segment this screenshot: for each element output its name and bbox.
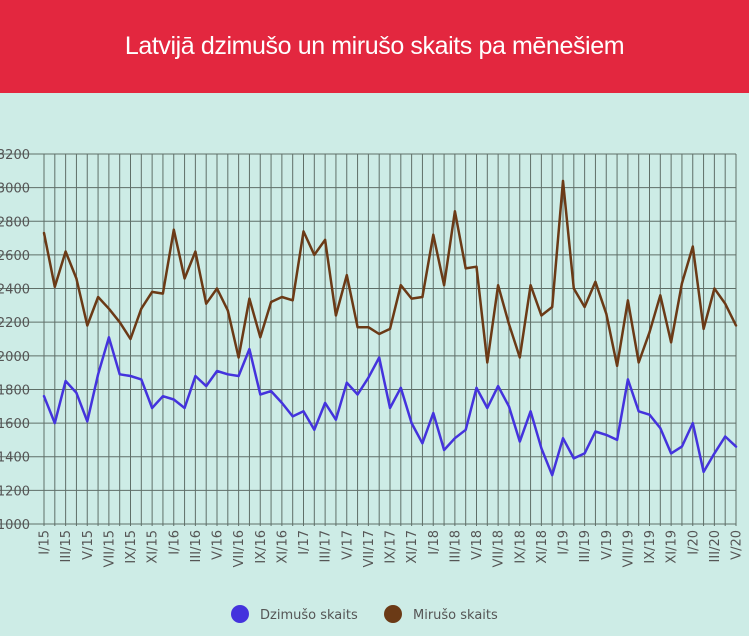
- x-tick-label: IX/15: [124, 530, 139, 564]
- x-tick-label: I/19: [557, 530, 572, 555]
- legend-label: Mirušo skaits: [413, 608, 498, 623]
- x-tick-label: III/20: [708, 530, 723, 562]
- x-tick-label: VII/16: [232, 530, 247, 567]
- chart-title: Latvijā dzimušo un mirušo skaits pa mēne…: [124, 32, 625, 60]
- y-tick-label: 2000: [0, 350, 30, 365]
- x-tick-label: I/16: [167, 530, 182, 555]
- x-tick-label: III/17: [319, 530, 334, 562]
- x-tick-label: V/16: [211, 530, 226, 560]
- x-tick-label: V/15: [81, 530, 96, 560]
- y-tick-label: 2400: [0, 283, 30, 298]
- legend-marker: [384, 605, 402, 623]
- y-tick-label: 1000: [0, 518, 30, 533]
- x-tick-label: I/15: [38, 530, 53, 555]
- y-tick-label: 1200: [0, 484, 30, 499]
- x-tick-label: VII/19: [621, 530, 636, 567]
- x-tick-label: V/17: [340, 530, 355, 560]
- x-tick-label: I/20: [686, 530, 701, 555]
- legend-marker: [231, 605, 249, 623]
- legend: Dzimušo skaits Mirušo skaits: [231, 605, 498, 623]
- series-line-deaths: [42, 179, 738, 368]
- x-tick-label: XI/18: [535, 530, 550, 564]
- x-tick-label: XI/19: [665, 530, 680, 564]
- x-tick-label: XI/16: [275, 530, 290, 564]
- x-tick-label: IX/18: [513, 530, 528, 564]
- y-tick-label: 1400: [0, 451, 30, 466]
- x-tick-label: XI/15: [146, 530, 161, 564]
- x-tick-label: IX/19: [643, 530, 658, 564]
- series-lines: [42, 179, 738, 477]
- header-banner: Latvijā dzimušo un mirušo skaits pa mēne…: [0, 0, 749, 93]
- grid-lines: [0, 153, 737, 526]
- y-tick-label: 2800: [0, 215, 30, 230]
- x-tick-label: VII/17: [362, 530, 377, 567]
- y-tick-label: 3000: [0, 182, 30, 197]
- legend-label: Dzimušo skaits: [260, 608, 358, 623]
- x-axis-ticks: I/15 III/15 V/15 VII/15 IX/15 XI/15 I/16 III/16…: [38, 530, 745, 567]
- x-tick-label: I/17: [297, 530, 312, 555]
- x-tick-label: VII/15: [102, 530, 117, 567]
- y-tick-label: 2200: [0, 316, 30, 331]
- y-tick-label: 1800: [0, 383, 30, 398]
- x-tick-label: V/20: [730, 530, 745, 560]
- line-chart: 1000 1200 1400 1600 1800 2000 2200 2400 2600 2800…: [0, 148, 745, 623]
- x-tick-label: III/18: [448, 530, 463, 562]
- x-tick-label: III/19: [578, 530, 593, 562]
- x-tick-label: V/18: [470, 530, 485, 560]
- y-axis-ticks: 1000 1200 1400 1600 1800 2000 2200 2400 2600 2800…: [0, 148, 30, 533]
- x-tick-label: III/15: [59, 530, 74, 562]
- x-tick-label: IX/16: [254, 530, 269, 564]
- x-tick-label: V/19: [600, 530, 615, 560]
- x-tick-label: XI/17: [405, 530, 420, 564]
- y-tick-label: 1600: [0, 417, 30, 432]
- chart-area: 1000 1200 1400 1600 1800 2000 2200 2400 2600 2800…: [0, 93, 749, 632]
- y-tick-label: 3200: [0, 148, 30, 163]
- series-line-births: [42, 336, 738, 477]
- x-tick-label: IX/17: [384, 530, 399, 564]
- x-tick-label: III/16: [189, 530, 204, 562]
- y-tick-label: 2600: [0, 249, 30, 264]
- x-tick-label: VII/18: [492, 530, 507, 567]
- x-tick-label: I/18: [427, 530, 442, 555]
